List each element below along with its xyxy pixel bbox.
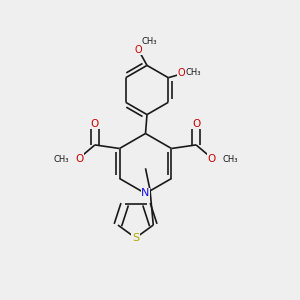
Text: CH₃: CH₃ <box>186 68 201 77</box>
Text: CH₃: CH₃ <box>223 154 238 164</box>
Text: N: N <box>141 188 150 199</box>
Text: O: O <box>177 68 185 78</box>
Text: O: O <box>193 119 201 129</box>
Text: S: S <box>132 233 139 243</box>
Text: O: O <box>75 154 83 164</box>
Text: O: O <box>90 119 98 129</box>
Text: CH₃: CH₃ <box>53 154 68 164</box>
Text: O: O <box>208 154 216 164</box>
Text: O: O <box>135 45 142 55</box>
Text: CH₃: CH₃ <box>141 38 157 46</box>
